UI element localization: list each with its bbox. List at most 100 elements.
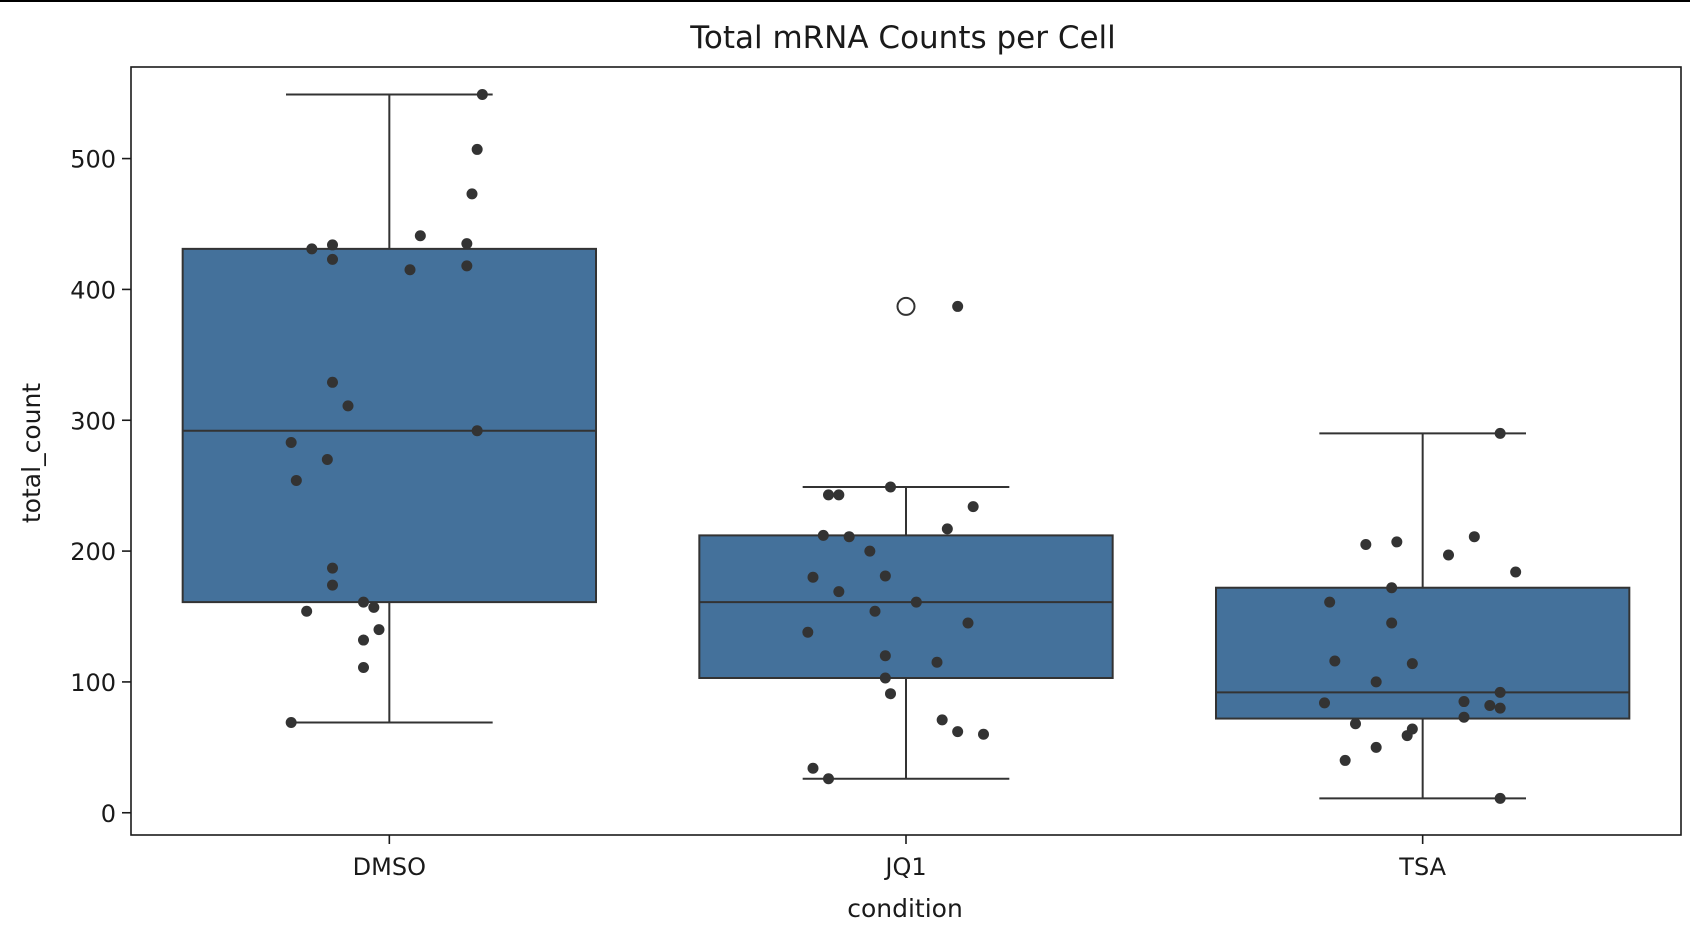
points-group-dmso [285,88,488,728]
data-point [290,474,302,486]
data-point [368,601,380,613]
data-point [1350,718,1361,730]
data-point [301,605,313,617]
data-point [342,400,354,412]
data-point [1386,582,1398,594]
points-group-tsa [1319,427,1522,804]
box-iqr [181,247,598,604]
data-point [833,586,845,598]
data-point [1401,730,1413,742]
data-point [843,531,855,543]
x-axis: DMSO JQ1 TSA [353,835,1447,881]
data-point [358,662,369,674]
data-point [1339,754,1351,766]
data-point [978,728,989,740]
data-point [1458,696,1470,708]
data-point [1391,536,1403,548]
data-point [1370,741,1382,753]
plot-area [181,88,1631,804]
data-point [910,596,922,608]
data-point [414,230,426,242]
x-axis-label: condition [847,894,963,923]
data-point [1484,699,1496,711]
box-group-tsa [1215,432,1631,800]
data-point [1443,549,1454,561]
points-group-jq1 [802,300,989,785]
box-group-jq1 [698,296,1114,780]
data-point [358,596,369,608]
data-point [327,579,338,591]
y-axis: 0 100 200 300 400 500 [70,146,131,828]
data-point [327,253,338,265]
data-point [817,529,829,541]
data-point [952,300,964,312]
data-point [1360,539,1372,551]
x-tick-label: DMSO [353,853,426,881]
data-point [476,88,488,100]
data-point [967,501,979,513]
data-point [1510,566,1522,578]
data-point [1494,792,1506,804]
data-point [807,571,819,583]
data-point [1494,427,1506,439]
data-point [461,260,473,272]
data-point [952,726,964,738]
data-point [879,650,891,662]
data-point [869,605,881,617]
data-point [1324,596,1336,608]
chart-title: Total mRNA Counts per Cell [689,20,1116,56]
y-tick-label: 500 [70,146,116,174]
data-point [807,762,819,774]
data-point [461,238,473,250]
y-tick-label: 200 [70,538,116,566]
data-point [823,489,834,501]
data-point [879,570,891,582]
data-point [879,672,891,684]
data-point [1319,697,1330,709]
data-point [373,624,385,636]
data-point [833,489,845,501]
data-point [327,239,338,251]
data-point [466,188,478,200]
data-point [1406,658,1418,670]
box-group-dmso [181,93,598,724]
data-point [471,143,483,155]
y-tick-label: 0 [101,800,116,828]
y-tick-label: 400 [70,276,116,304]
data-point [864,545,876,557]
data-point [358,634,369,646]
x-tick-label: TSA [1398,853,1446,881]
data-point [1370,676,1382,688]
data-point [885,481,896,493]
data-point [885,688,896,700]
data-point [1468,531,1480,543]
data-point [306,243,318,255]
data-point [823,773,834,785]
data-point [404,264,416,276]
top-border [0,0,1690,2]
data-point [327,562,338,574]
box-iqr [698,534,1114,679]
outlier-marker [896,296,916,316]
data-point [321,454,333,466]
data-point [936,714,948,726]
data-point [941,523,953,535]
data-point [285,716,297,728]
y-tick-label: 100 [70,669,116,697]
data-point [1458,711,1470,723]
y-axis-label: total_count [17,383,46,523]
x-tick-label: JQ1 [883,853,926,881]
y-tick-label: 300 [70,407,116,435]
data-point [802,626,814,638]
data-point [471,425,483,437]
data-point [285,436,297,448]
data-point [962,617,974,629]
data-point [327,376,338,388]
data-point [1329,655,1341,667]
data-point [1494,686,1506,698]
data-point [1386,617,1398,629]
data-point [1494,702,1506,714]
box-iqr [1215,586,1631,720]
data-point [931,656,943,668]
